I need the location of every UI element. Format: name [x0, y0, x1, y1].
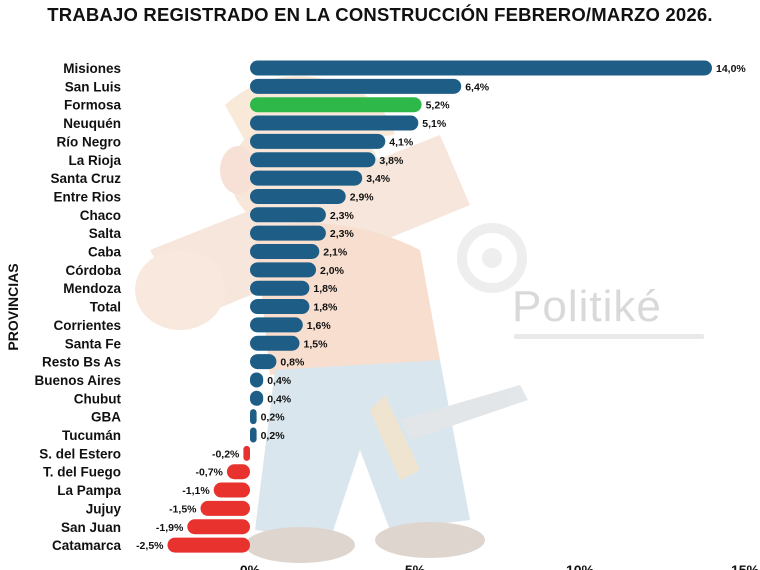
category-label: Total [90, 300, 121, 315]
value-label: -2,5% [136, 540, 164, 552]
category-label: Formosa [64, 98, 122, 113]
category-label: GBA [91, 410, 121, 425]
value-label: 2,9% [350, 191, 375, 203]
value-label: 1,8% [313, 302, 338, 314]
bar-córdoba [250, 262, 316, 278]
bar-s-del-estero [243, 445, 250, 461]
watermark-logo-text: Politiké [512, 282, 662, 331]
x-tick-label: 5% [405, 562, 426, 570]
category-label: La Pampa [57, 483, 121, 498]
value-label: 0,2% [261, 412, 286, 424]
value-label: 3,4% [366, 173, 391, 185]
bar-buenos-aires [250, 372, 264, 388]
value-label: 0,2% [261, 430, 286, 442]
value-label: 14,0% [716, 63, 746, 75]
bar-entre-rios [250, 188, 346, 204]
value-label: 6,4% [465, 81, 490, 93]
category-label: Corrientes [53, 318, 121, 333]
bar-resto-bs-as [250, 354, 277, 370]
category-label: Río Negro [56, 134, 121, 149]
category-label: Catamarca [52, 538, 122, 553]
category-label: La Rioja [68, 153, 121, 168]
bar-santa-fe [250, 335, 300, 351]
category-label: Caba [88, 245, 122, 260]
bar-la-rioja [250, 152, 376, 168]
value-label: 4,1% [389, 136, 414, 148]
bar-t-del-fuego [226, 464, 250, 480]
category-label: Misiones [63, 61, 121, 76]
category-label: Jujuy [86, 501, 122, 516]
bar-río-negro [250, 133, 386, 149]
bar-total [250, 299, 310, 315]
value-label: 2,3% [330, 228, 355, 240]
value-label: 2,3% [330, 210, 355, 222]
bar-chubut [250, 390, 264, 406]
category-label: San Juan [61, 520, 121, 535]
category-label: Resto Bs As [42, 355, 121, 370]
value-label: -1,1% [182, 485, 210, 497]
category-label: Buenos Aires [34, 373, 121, 388]
category-label: Neuquén [63, 116, 121, 131]
x-tick-label: 10% [566, 562, 595, 570]
bar-catamarca [167, 537, 250, 553]
category-label: Salta [89, 226, 122, 241]
x-tick-label: 0% [240, 562, 261, 570]
category-label: Tucumán [62, 428, 121, 443]
bar-la-pampa [213, 482, 250, 498]
category-label: Santa Cruz [50, 171, 121, 186]
chart-title: TRABAJO REGISTRADO EN LA CONSTRUCCIÓN FE… [47, 4, 713, 25]
value-label: 5,1% [422, 118, 447, 130]
bar-caba [250, 244, 320, 259]
value-label: -0,7% [195, 467, 223, 479]
value-label: 0,4% [267, 393, 292, 405]
bar-salta [250, 225, 326, 241]
bar-mendoza [250, 280, 310, 296]
value-label: 5,2% [426, 100, 451, 112]
bar-jujuy [200, 500, 250, 516]
category-label: T. del Fuego [43, 465, 121, 480]
category-label: S. del Estero [39, 446, 121, 461]
category-label: San Luis [65, 79, 121, 94]
value-label: -1,5% [169, 503, 197, 515]
category-label: Córdoba [66, 263, 122, 278]
category-label: Santa Fe [65, 336, 122, 351]
bar-san-luis [250, 78, 462, 94]
value-label: 1,8% [313, 283, 338, 295]
bar-santa-cruz [250, 170, 363, 186]
watermark-tagline-bar [514, 334, 704, 339]
bar-san-juan [187, 519, 250, 535]
bar-corrientes [250, 317, 303, 333]
bar-neuquén [250, 115, 419, 131]
value-label: 1,5% [304, 338, 329, 350]
category-label: Mendoza [63, 281, 121, 296]
value-label: 2,0% [320, 265, 345, 277]
y-axis-title: PROVINCIAS [5, 263, 21, 350]
value-label: 0,8% [280, 357, 305, 369]
value-label: -0,2% [212, 448, 240, 460]
value-label: 3,8% [379, 155, 404, 167]
value-label: -1,9% [156, 522, 184, 534]
value-label: 2,1% [323, 247, 348, 259]
category-label: Chubut [74, 391, 122, 406]
bar-chaco [250, 207, 326, 223]
value-label: 1,6% [307, 320, 332, 332]
category-label: Chaco [80, 208, 121, 223]
bar-formosa [250, 97, 422, 113]
x-tick-label: 15% [731, 562, 760, 570]
bar-misiones [250, 60, 712, 76]
bar-tucumán [250, 427, 257, 443]
value-label: 0,4% [267, 375, 292, 387]
bar-gba [250, 409, 257, 425]
category-label: Entre Rios [53, 189, 121, 204]
